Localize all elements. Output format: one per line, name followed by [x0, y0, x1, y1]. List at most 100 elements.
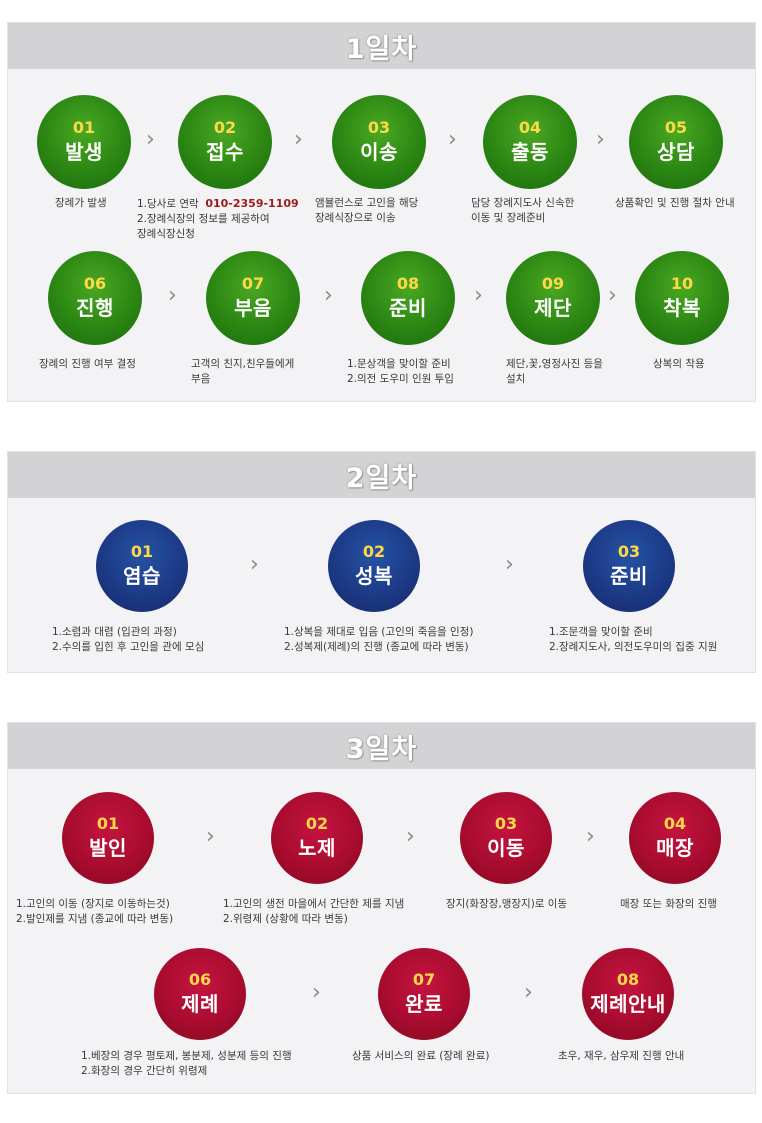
step-circle-01: 01 발인	[62, 792, 154, 884]
day3-header: 3일차	[8, 723, 755, 769]
step-number: 05	[664, 118, 688, 137]
step-circle-06: 06 진행	[48, 251, 142, 345]
step-name: 노제	[298, 836, 336, 860]
chevron-right-icon: ›	[324, 283, 333, 308]
step-name: 제례	[181, 992, 219, 1016]
chevron-right-icon: ›	[146, 127, 155, 152]
step-description: 앰뷸런스로 고인을 해당 장례식장으로 이송	[315, 197, 419, 224]
step-number: 02	[305, 814, 329, 833]
step-number: 03	[617, 542, 641, 561]
step-description: 담당 장례지도사 신속한 이동 및 장례준비	[471, 197, 575, 224]
day3-title: 3일차	[345, 733, 418, 765]
day1-section: 1일차 01 발생 › 02 접수 › 03 이송 › 04 출동 › 05 상…	[7, 22, 756, 402]
chevron-right-icon: ›	[448, 127, 457, 152]
step-circle-02: 02 노제	[271, 792, 363, 884]
step-circle-07: 07 완료	[378, 948, 470, 1040]
step-circle-03: 03 준비	[583, 520, 675, 612]
step-circle-02: 02 접수	[178, 95, 272, 189]
step-circle-03: 03 이송	[332, 95, 426, 189]
chevron-right-icon: ›	[206, 824, 215, 849]
step-name: 출동	[511, 140, 549, 164]
step-circle-02: 02 성복	[328, 520, 420, 612]
step-description: 상품 서비스의 완료 (장례 완료)	[352, 1050, 490, 1062]
step-name: 염습	[123, 564, 161, 588]
step-name: 발생	[65, 140, 103, 164]
step-description: 상품확인 및 진행 절차 안내	[615, 197, 735, 209]
step-number: 01	[96, 814, 120, 833]
step-circle-04: 04 매장	[629, 792, 721, 884]
step-number: 08	[616, 970, 640, 989]
chevron-right-icon: ›	[586, 824, 595, 849]
step-circle-10: 10 착복	[635, 251, 729, 345]
step-description: 장지(화장장,맹장지)로 이동	[446, 898, 568, 910]
step-description: 1.고인의 생전 마을에서 간단한 제를 지냄 2.위령제 (상황에 따라 변동…	[223, 898, 405, 925]
step-number: 04	[518, 118, 542, 137]
day2-section: 2일차 01 염습 › 02 성복 › 03 준비 1.소렴과 대렴 (입관의 …	[7, 451, 756, 673]
chevron-right-icon: ›	[608, 283, 617, 308]
step-number: 04	[663, 814, 687, 833]
step-number: 08	[396, 274, 420, 293]
step-description: 매장 또는 화장의 진행	[620, 898, 717, 910]
chevron-right-icon: ›	[596, 127, 605, 152]
step-number: 02	[362, 542, 386, 561]
step-name: 이송	[360, 140, 398, 164]
step-circle-08: 08 준비	[361, 251, 455, 345]
step-number: 07	[412, 970, 436, 989]
step-number: 01	[72, 118, 96, 137]
chevron-right-icon: ›	[524, 980, 533, 1005]
step-number: 09	[541, 274, 565, 293]
step-description: 1.소렴과 대렴 (입관의 과정) 2.수의를 입힌 후 고인을 관에 모심	[52, 626, 205, 653]
step-circle-07: 07 부음	[206, 251, 300, 345]
day1-header: 1일차	[8, 23, 755, 69]
phone-number: 010-2359-1109	[205, 197, 299, 210]
step-name: 완료	[405, 992, 443, 1016]
step-number: 02	[213, 118, 237, 137]
step-name: 제단	[534, 296, 572, 320]
step-circle-01: 01 염습	[96, 520, 188, 612]
step-number: 07	[241, 274, 265, 293]
step-name: 준비	[610, 564, 648, 588]
step-circle-01: 01 발생	[37, 95, 131, 189]
step-description: 고객의 친지,친우들에게 부음	[191, 358, 295, 385]
day2-title: 2일차	[345, 462, 418, 494]
step-description: 장례의 진행 여부 결정	[39, 358, 136, 370]
step-number: 03	[494, 814, 518, 833]
step-name: 제례안내	[590, 992, 666, 1016]
step-number: 01	[130, 542, 154, 561]
chevron-right-icon: ›	[406, 824, 415, 849]
step-name: 성복	[355, 564, 393, 588]
step-number: 03	[367, 118, 391, 137]
step-description: 초우, 재우, 삼우제 진행 안내	[558, 1050, 685, 1062]
step-description: 장례가 발생	[55, 197, 107, 209]
step-description: 1.조문객을 맞이할 준비 2.장례지도사, 의전도우미의 집중 지원	[549, 626, 718, 653]
step-circle-05: 05 상담	[629, 95, 723, 189]
step-description: 상복의 착용	[653, 358, 705, 370]
step-circle-04: 04 출동	[483, 95, 577, 189]
step-name: 발인	[89, 836, 127, 860]
step-name: 진행	[76, 296, 114, 320]
step-name: 준비	[389, 296, 427, 320]
step-name: 부음	[234, 296, 272, 320]
chevron-right-icon: ›	[474, 283, 483, 308]
step-circle-06: 06 제례	[154, 948, 246, 1040]
step-number: 06	[188, 970, 212, 989]
step-name: 매장	[656, 836, 694, 860]
step-name: 이동	[487, 836, 525, 860]
step-description: 1.문상객을 맞이할 준비 2.의전 도우미 인원 투입	[347, 358, 454, 385]
step-description: 1.당사로 연락 010-2359-1109 2.장례식장의 정보를 제공하여 …	[137, 197, 299, 240]
step-description: 제단,꽃,영정사진 등을 설치	[506, 358, 603, 385]
step-description: 1.베장의 경우 평토제, 봉분제, 성분제 등의 진행 2.화장의 경우 간단…	[81, 1050, 292, 1077]
chevron-right-icon: ›	[312, 980, 321, 1005]
step-circle-08: 08 제례안내	[582, 948, 674, 1040]
chevron-right-icon: ›	[294, 127, 303, 152]
step-number: 06	[83, 274, 107, 293]
step-name: 착복	[663, 296, 701, 320]
chevron-right-icon: ›	[250, 552, 259, 577]
step-description: 1.상복을 제대로 입음 (고인의 죽음을 인정) 2.성복제(제례)의 진행 …	[284, 626, 474, 653]
day2-header: 2일차	[8, 452, 755, 498]
step-circle-09: 09 제단	[506, 251, 600, 345]
chevron-right-icon: ›	[505, 552, 514, 577]
chevron-right-icon: ›	[168, 283, 177, 308]
step-name: 접수	[206, 140, 244, 164]
day1-title: 1일차	[345, 33, 418, 65]
